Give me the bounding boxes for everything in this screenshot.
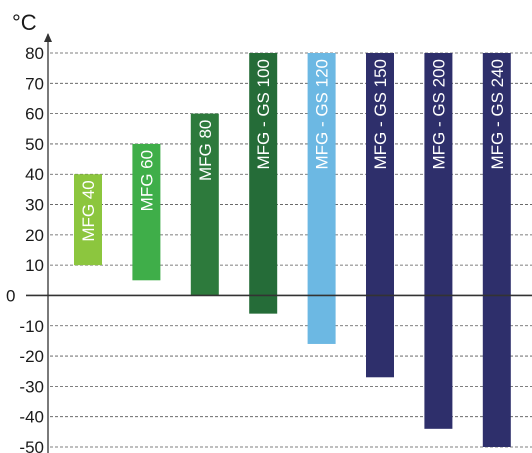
bar-label: MFG - GS 240	[488, 59, 507, 170]
y-tick-label: -10	[19, 317, 44, 336]
y-tick-label: 50	[25, 135, 44, 154]
bar-label: MFG - GS 200	[429, 59, 448, 170]
bar-label: MFG 80	[196, 120, 215, 181]
bar-label: MFG - GS 150	[371, 59, 390, 170]
y-tick-label: 40	[25, 165, 44, 184]
y-unit-label: °C	[12, 10, 37, 35]
y-tick-label: 10	[25, 256, 44, 275]
grid-lines	[50, 53, 532, 447]
y-tick-label: 30	[25, 196, 44, 215]
y-tick-label: 60	[25, 105, 44, 124]
y-tick-labels: 80 70 60 50 40 30 20 10 0-10 -20 -30 -40 -50	[6, 44, 44, 453]
y-tick-label: -40	[19, 408, 44, 427]
y-tick-label: 0	[6, 286, 15, 305]
bar-label: MFG - GS 100	[254, 59, 273, 170]
bar-label: MFG 40	[79, 180, 98, 241]
y-tick-label: -20	[19, 347, 44, 366]
y-tick-label: 20	[25, 226, 44, 245]
bar-label: MFG 60	[137, 150, 156, 211]
bar-label: MFG - GS 120	[313, 59, 332, 170]
y-tick-label: 80	[25, 44, 44, 63]
y-tick-label: -30	[19, 377, 44, 396]
y-axis-arrow-icon	[44, 33, 52, 42]
y-tick-label: -50	[19, 438, 44, 453]
y-tick-label: 70	[25, 74, 44, 93]
